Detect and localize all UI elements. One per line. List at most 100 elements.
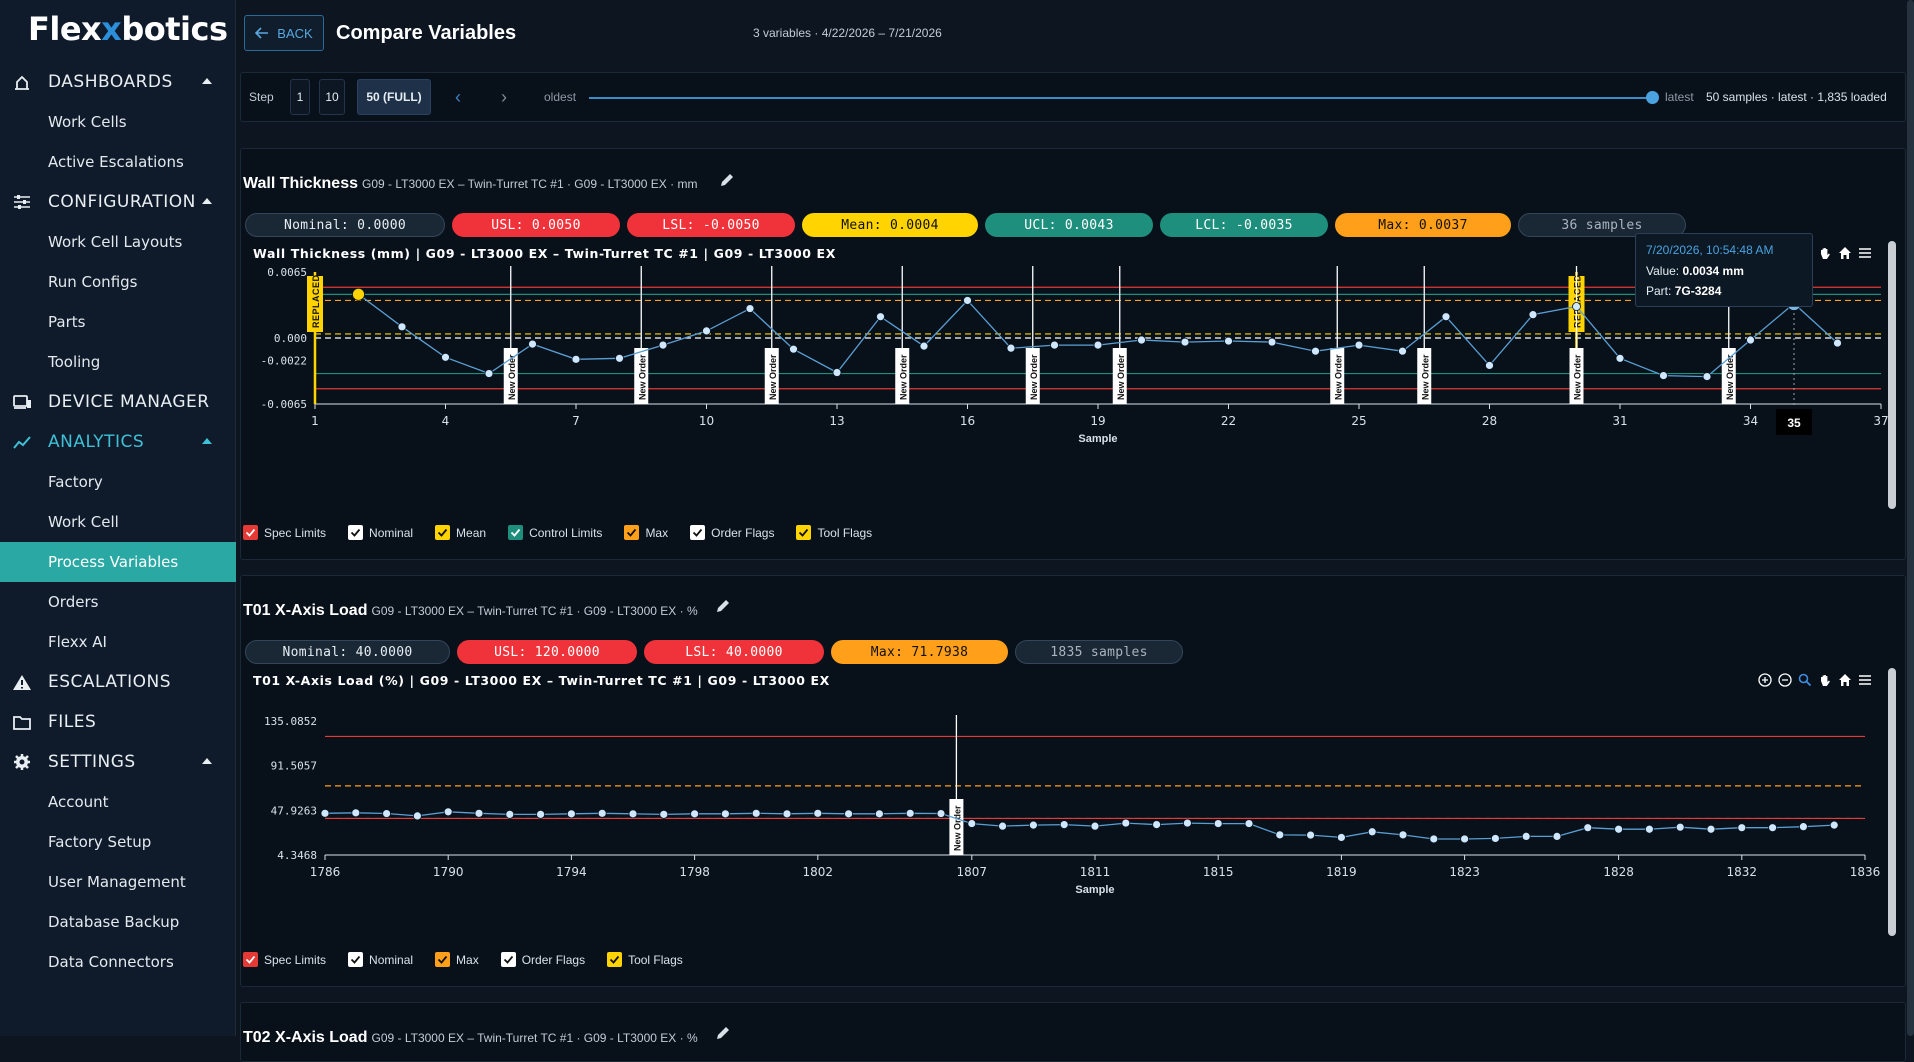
data-point[interactable]: [320, 808, 330, 818]
legend-toggle-max[interactable]: Max: [435, 952, 479, 967]
window-slider-track[interactable]: [589, 97, 1649, 99]
sidebar-item-run-configs[interactable]: Run Configs: [48, 273, 138, 291]
data-point[interactable]: [1583, 823, 1593, 833]
data-point[interactable]: [1746, 335, 1755, 345]
sidebar-section-settings[interactable]: SETTINGS: [0, 742, 236, 782]
zoom-in-icon[interactable]: [1758, 673, 1772, 687]
data-point[interactable]: [1706, 824, 1716, 834]
caret-up-icon[interactable]: [202, 198, 212, 204]
sidebar-item-process-variables[interactable]: Process Variables: [0, 542, 236, 582]
window-slider-thumb[interactable]: [1646, 91, 1659, 104]
data-point[interactable]: [1121, 818, 1131, 828]
brand-logo[interactable]: Flexxbotics: [28, 10, 228, 48]
data-point[interactable]: [813, 808, 823, 818]
order-flag-tag[interactable]: [949, 799, 964, 855]
panel-scrollbar[interactable]: [1888, 668, 1896, 936]
pan-hand-icon[interactable]: [1818, 246, 1832, 260]
panel-scrollbar[interactable]: [1888, 241, 1896, 509]
step-1-button[interactable]: 1: [290, 79, 310, 115]
sidebar-item-account[interactable]: Account: [48, 793, 109, 811]
magnifier-icon[interactable]: [1798, 673, 1812, 687]
data-point[interactable]: [1367, 827, 1377, 837]
data-point[interactable]: [1152, 820, 1161, 830]
data-point[interactable]: [1491, 834, 1500, 843]
sidebar-item-flexx-ai[interactable]: Flexx AI: [48, 633, 107, 651]
checkbox-checked-icon[interactable]: [435, 952, 451, 967]
data-point[interactable]: [615, 353, 624, 363]
checkbox-checked-icon[interactable]: [607, 952, 623, 967]
legend-toggle-order-flags[interactable]: Order Flags: [690, 525, 774, 540]
wall-thickness-chart[interactable]: 0.0065 0.000 -0.0022 -0.0065 1 4 7 10 13 16 19 22 25…: [241, 264, 1901, 474]
sidebar-item-work-cell-layouts[interactable]: Work Cell Layouts: [48, 233, 183, 251]
sidebar-section-device-manager[interactable]: DEVICE MANAGER: [0, 382, 236, 422]
order-flag-tag[interactable]: [1025, 348, 1040, 404]
data-point[interactable]: [745, 304, 755, 313]
step-full-button[interactable]: 50 (FULL): [357, 79, 431, 115]
sidebar-section-analytics[interactable]: ANALYTICS: [0, 422, 236, 462]
caret-up-icon[interactable]: [202, 438, 212, 444]
data-point[interactable]: [832, 368, 842, 377]
data-point[interactable]: [1552, 831, 1562, 841]
legend-toggle-spec-limits[interactable]: Spec Limits: [243, 525, 326, 540]
data-point[interactable]: [1224, 336, 1233, 346]
data-point[interactable]: [382, 809, 392, 818]
sidebar-item-work-cells[interactable]: Work Cells: [48, 113, 127, 131]
data-point[interactable]: [1528, 310, 1538, 320]
data-point[interactable]: [505, 809, 515, 819]
data-point[interactable]: [536, 809, 546, 819]
data-point[interactable]: [1354, 340, 1364, 350]
data-point[interactable]: [1137, 335, 1146, 345]
sidebar-section-configuration[interactable]: CONFIGURATION: [0, 182, 236, 222]
order-flag-tag[interactable]: [764, 348, 779, 404]
edit-pencil-icon[interactable]: [719, 172, 735, 188]
legend-toggle-max[interactable]: Max: [624, 525, 668, 540]
back-button[interactable]: BACK: [244, 15, 324, 51]
checkbox-checked-icon[interactable]: [508, 525, 524, 540]
sidebar-item-tooling[interactable]: Tooling: [48, 353, 101, 371]
data-point[interactable]: [1090, 821, 1100, 831]
data-point[interactable]: [936, 809, 946, 818]
sidebar-item-parts[interactable]: Parts: [48, 313, 86, 331]
sidebar-item-active-escalations[interactable]: Active Escalations: [48, 153, 184, 171]
legend-toggle-tool-flags[interactable]: Tool Flags: [796, 525, 872, 540]
data-point[interactable]: [782, 809, 792, 819]
data-point[interactable]: [352, 287, 365, 301]
legend-toggle-order-flags[interactable]: Order Flags: [500, 952, 585, 967]
legend-toggle-mean[interactable]: Mean: [435, 525, 486, 540]
checkbox-checked-icon[interactable]: [796, 525, 812, 540]
data-point[interactable]: [1485, 361, 1494, 370]
legend-toggle-spec-limits[interactable]: Spec Limits: [243, 952, 326, 967]
data-point[interactable]: [1737, 823, 1747, 833]
data-point[interactable]: [720, 809, 730, 819]
order-flag-tag[interactable]: [1112, 348, 1127, 404]
data-point[interactable]: [1833, 338, 1842, 348]
data-point[interactable]: [1029, 820, 1038, 830]
sidebar-item-data-connectors[interactable]: Data Connectors: [48, 953, 174, 971]
data-point[interactable]: [1050, 340, 1059, 350]
data-point[interactable]: [1521, 831, 1531, 841]
data-point[interactable]: [441, 352, 450, 362]
page-scrollbar[interactable]: [1907, 0, 1914, 1036]
data-point[interactable]: [905, 808, 915, 818]
data-point[interactable]: [412, 811, 422, 821]
caret-up-icon[interactable]: [202, 758, 212, 764]
data-point[interactable]: [1244, 819, 1254, 828]
data-point[interactable]: [919, 341, 929, 351]
data-point[interactable]: [690, 809, 700, 819]
data-point[interactable]: [1829, 820, 1839, 830]
legend-toggle-nominal[interactable]: Nominal: [348, 952, 413, 967]
legend-toggle-nominal[interactable]: Nominal: [348, 525, 413, 540]
data-point[interactable]: [1180, 337, 1190, 347]
sidebar-item-factory[interactable]: Factory: [48, 473, 103, 491]
reset-home-icon[interactable]: [1838, 246, 1852, 260]
data-point[interactable]: [876, 312, 885, 322]
sidebar-item-factory-setup[interactable]: Factory Setup: [48, 833, 152, 851]
data-point[interactable]: [967, 819, 977, 828]
menu-icon[interactable]: [1858, 673, 1872, 687]
sidebar-item-work-cell[interactable]: Work Cell: [48, 513, 119, 531]
checkbox-checked-icon[interactable]: [243, 525, 258, 540]
order-flag-tag[interactable]: [1417, 348, 1432, 404]
sidebar-item-orders[interactable]: Orders: [48, 593, 99, 611]
data-point[interactable]: [1006, 343, 1016, 353]
checkbox-checked-icon[interactable]: [500, 952, 516, 967]
